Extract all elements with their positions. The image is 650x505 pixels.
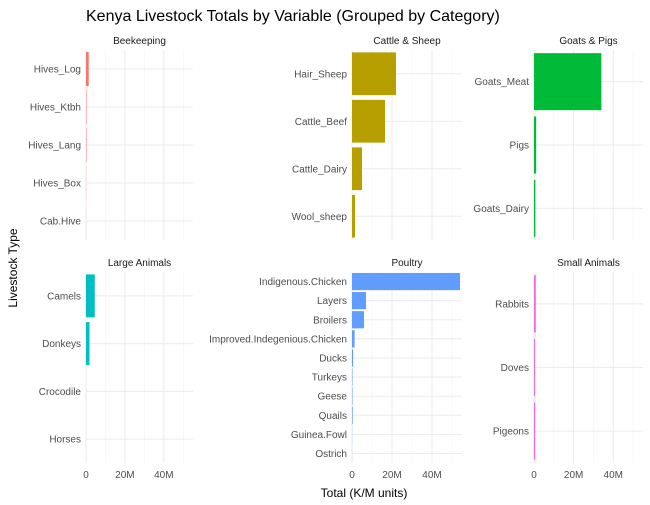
bar-wool-sheep [352, 194, 355, 238]
facet-label-beekeeping: Beekeeping [113, 36, 166, 47]
bar-cattle-dairy [352, 147, 362, 191]
facet-label-small-animals: Small Animals [557, 258, 620, 269]
bar-improved-indegenious-chicken [352, 330, 355, 348]
x-tick-label-1: 20M [564, 470, 583, 481]
category-label-hives-box: Hives_Box [33, 179, 81, 190]
category-label-cattle-beef: Cattle_Beef [295, 117, 347, 128]
category-label-hives-ktbh: Hives_Ktbh [30, 103, 81, 114]
x-tick-label-2: 40M [422, 470, 441, 481]
category-label-turkeys: Turkeys [312, 373, 347, 384]
bar-cattle-beef [352, 99, 385, 143]
facet-label-large-animals: Large Animals [108, 258, 171, 269]
category-label-indigenous-chicken: Indigenous.Chicken [259, 277, 347, 288]
category-label-goats-dairy: Goats_Dairy [473, 204, 529, 215]
category-label-camels: Camels [47, 291, 81, 302]
x-tick-label-2: 40M [154, 470, 173, 481]
facet-large-animals: Large Animals Camels Donkeys Crocodile Horse… [39, 258, 193, 481]
bar-hives-log [86, 51, 89, 87]
category-label-doves: Doves [501, 363, 529, 374]
facet-poultry: Poultry Indigenous.Chicken Layers Broilers I… [209, 258, 462, 481]
x-axis-title: Total (K/M units) [321, 486, 408, 500]
bar-broilers [352, 311, 364, 329]
bar-donkeys [86, 322, 90, 366]
x-tick-label-1: 20M [115, 470, 134, 481]
category-label-quails: Quails [319, 411, 347, 422]
bar-doves [534, 338, 535, 397]
facet-label-cattle-sheep: Cattle & Sheep [373, 36, 441, 47]
category-label-ostrich: Ostrich [315, 449, 347, 460]
category-label-wool-sheep: Wool_sheep [292, 212, 348, 223]
bar-turkeys [352, 368, 353, 386]
x-tick-label-0: 0 [349, 470, 355, 481]
category-label-cab-hive: Cab.Hive [40, 217, 82, 228]
category-label-geese: Geese [318, 392, 348, 403]
facet-goats-pigs: Goats & Pigs Goats_Meat Pigs Goats_Dairy [473, 36, 643, 240]
category-label-rabbits: Rabbits [495, 299, 529, 310]
facet-panels: Beekeeping Hives_Log Hives_Ktbh Hives_Lang H… [28, 36, 643, 481]
bar-geese [352, 387, 353, 405]
category-label-hair-sheep: Hair_Sheep [294, 69, 347, 80]
category-label-donkeys: Donkeys [42, 339, 81, 350]
category-label-broilers: Broilers [313, 315, 347, 326]
y-axis-title: Livestock Type [6, 228, 20, 307]
bar-layers [352, 292, 366, 310]
category-label-cattle-dairy: Cattle_Dairy [292, 164, 347, 175]
category-label-improved-indegenious-chicken: Improved.Indegenious.Chicken [209, 334, 347, 345]
category-label-ducks: Ducks [319, 353, 347, 364]
chart-title: Kenya Livestock Totals by Variable (Grou… [86, 8, 500, 25]
x-tick-label-1: 20M [382, 470, 401, 481]
category-label-hives-log: Hives_Log [34, 65, 81, 76]
bar-camels [86, 274, 95, 318]
bar-goats-meat [534, 53, 602, 111]
facet-small-animals: Small Animals Rabbits Doves Pigeons 0 20M 40M [493, 258, 643, 481]
category-label-goats-meat: Goats_Meat [475, 77, 530, 88]
x-tick-label-0: 0 [531, 470, 537, 481]
category-label-pigs: Pigs [510, 141, 529, 152]
bar-pigs [534, 116, 537, 174]
bar-hair-sheep [352, 52, 396, 96]
bar-goats-dairy [534, 179, 536, 237]
bar-quails [352, 406, 353, 424]
bar-ducks [352, 349, 354, 367]
facet-label-poultry: Poultry [391, 258, 422, 269]
facet-cattle-sheep: Cattle & Sheep Hair_Sheep Cattle_Beef Cattl… [292, 36, 462, 240]
category-label-pigeons: Pigeons [493, 427, 529, 438]
x-tick-label-2: 40M [604, 470, 623, 481]
facet-beekeeping: Beekeeping Hives_Log Hives_Ktbh Hives_Lang H… [28, 36, 193, 240]
x-tick-label-0: 0 [83, 470, 89, 481]
bar-rabbits [534, 275, 536, 333]
category-label-guinea-fowl: Guinea.Fowl [291, 430, 347, 441]
category-label-hives-lang: Hives_Lang [28, 141, 81, 152]
category-label-horses: Horses [49, 435, 81, 446]
category-label-crocodile: Crocodile [39, 387, 82, 398]
bar-indigenous-chicken [352, 272, 460, 291]
facet-label-goats-pigs: Goats & Pigs [559, 36, 617, 47]
bar-pigeons [534, 402, 536, 460]
category-label-layers: Layers [317, 296, 347, 307]
